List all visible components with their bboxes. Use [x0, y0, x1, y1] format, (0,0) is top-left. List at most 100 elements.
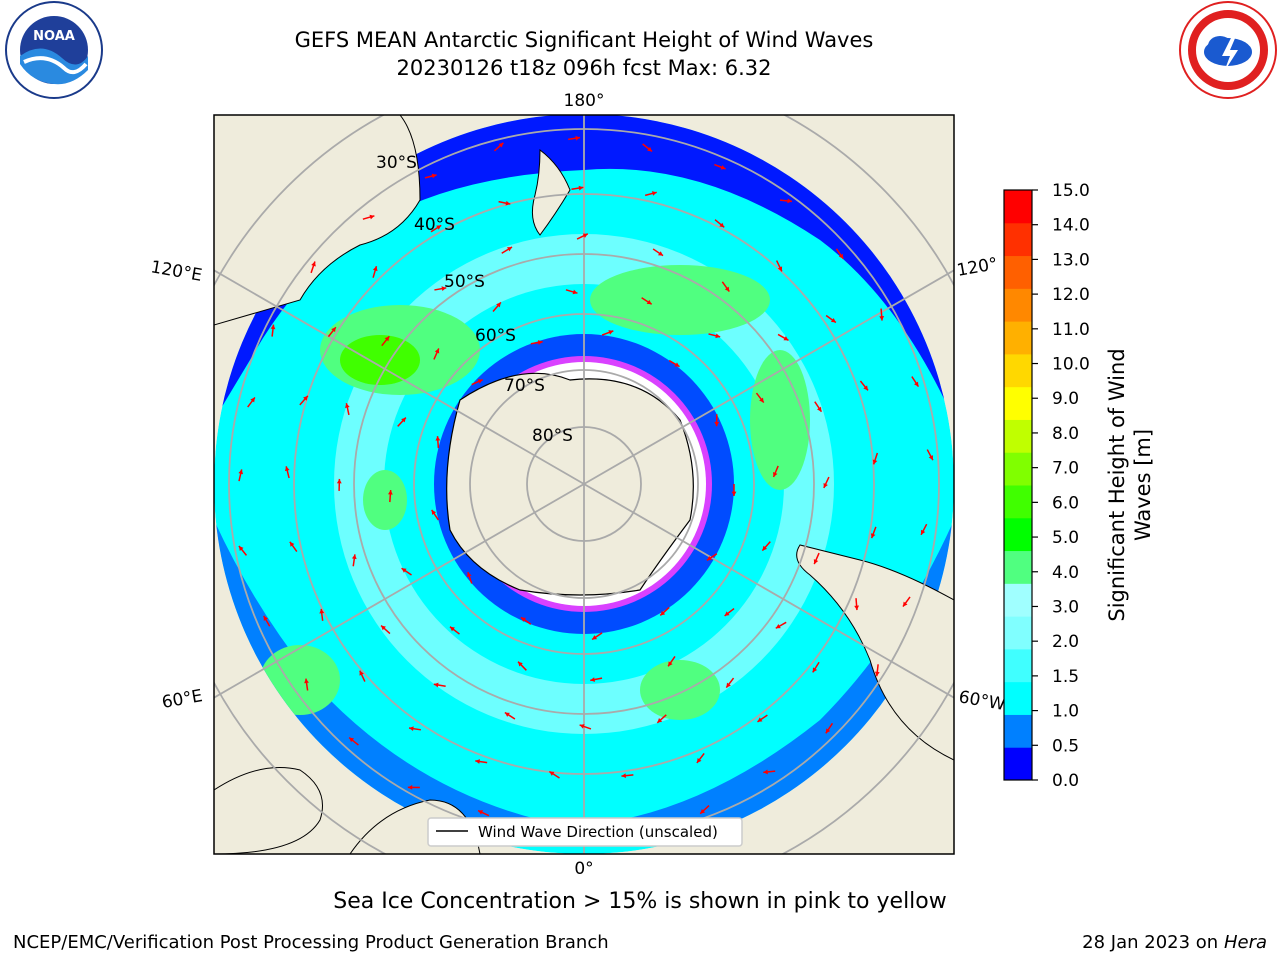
colorbar-swatch	[1004, 190, 1032, 224]
antarctica-landmass	[446, 372, 694, 596]
wave-arrow-head	[783, 336, 789, 341]
wave-arrow-head	[775, 624, 781, 629]
wave-arrow-head	[706, 555, 712, 561]
footer-machine: Hera	[1223, 932, 1267, 953]
colorbar-swatch	[1004, 747, 1032, 781]
colorbar-tick-label: 15.0	[1052, 181, 1090, 201]
wave-arrow-head	[879, 316, 885, 321]
wave-arrow-head	[825, 728, 831, 734]
sea-ice-note: Sea Ice Concentration > 15% is shown in …	[333, 889, 947, 914]
graticule	[214, 115, 954, 854]
wave-arrow-head	[646, 299, 652, 305]
wave-arrow-head	[928, 455, 933, 461]
wave-arrow-head	[436, 225, 442, 230]
wave-arrow-head	[660, 610, 666, 616]
wave-arrow-head	[381, 625, 386, 631]
colorbar-tick-label: 2.0	[1052, 632, 1079, 652]
wave-arrow-head	[549, 771, 555, 776]
wave-arrow-head	[359, 670, 364, 676]
wave-arrow-head	[311, 261, 316, 267]
colorbar-tick-label: 13.0	[1052, 250, 1090, 270]
colorbar-tick-label: 14.0	[1052, 216, 1090, 236]
colorbar-swatch	[1004, 648, 1032, 683]
map-frame	[213, 114, 955, 855]
wave-arrow-head	[401, 568, 407, 573]
wave-arrow-head	[724, 611, 730, 616]
wave-arrow-head	[621, 773, 627, 779]
colorbar-tick-label: 7.0	[1052, 459, 1079, 479]
colorbar-swatch	[1004, 485, 1032, 519]
wave-arrow-head	[720, 165, 726, 170]
colorbar-tick-label: 1.0	[1052, 702, 1079, 722]
wave-arrow-head	[496, 302, 501, 308]
colorbar-tick-label: 0.0	[1052, 771, 1079, 791]
wave-arrow-head	[431, 173, 437, 179]
wave-arrow-head	[477, 379, 483, 384]
footer-date-text: 28 Jan 2023 on	[1082, 932, 1219, 953]
colorbar-swatch	[1004, 386, 1032, 420]
wave-arrow-head	[319, 608, 325, 614]
wave-arrow-head	[759, 397, 764, 403]
wave-arrow-head	[250, 397, 255, 403]
wave-arrow-head	[647, 146, 653, 152]
wave-arrow-head	[518, 661, 523, 667]
new-zealand-landmass	[531, 148, 571, 236]
wave-arrow-head	[863, 385, 868, 391]
wave-arrow-head	[409, 726, 414, 732]
wave-arrow-head	[724, 286, 730, 292]
wave-arrow-head	[478, 810, 484, 815]
colorbar-tick-label: 6.0	[1052, 493, 1079, 513]
wave-arrow-head	[700, 808, 706, 814]
lon-label-0: 0°	[574, 859, 593, 879]
wave-arrow-head	[344, 403, 350, 408]
wave-arrow-head	[726, 682, 731, 688]
wave-arrow-head	[384, 336, 390, 342]
wave-arrow-head	[372, 266, 378, 272]
colorbar-frame	[1003, 189, 1033, 781]
lon-label-120e: 120°E	[149, 257, 203, 286]
wave-arrow-head	[263, 615, 268, 621]
legend-box	[427, 817, 743, 847]
wave-arrow-head	[433, 682, 439, 688]
wave-arrow-head	[441, 286, 447, 291]
lat-label-50s: 50°S	[444, 272, 485, 292]
wave-arrow-head	[696, 758, 702, 763]
wave-arrow-head	[507, 247, 513, 252]
colorbar-swatch	[1004, 681, 1032, 715]
lon-label-60e: 60°E	[160, 686, 204, 713]
wave-arrow-head	[575, 135, 581, 141]
wave-arrow-head	[813, 559, 819, 565]
wave-arrow-head	[431, 509, 437, 515]
lon-label-180: 180°	[564, 91, 605, 111]
wave-arrow-head	[668, 661, 673, 667]
colorbar-swatch	[1004, 714, 1032, 748]
wave-arrow-head	[921, 529, 926, 535]
lon-label-120w: 120°	[955, 254, 999, 281]
colorbar: 0.0 0.5 1.0 1.5 2.0 3.0 4.0 5.0 6.0 7.0 8.0 9.0 10.0…	[1003, 181, 1090, 791]
chart-title: GEFS MEAN Antarctic Significant Height o…	[294, 28, 874, 52]
wave-arrow-head	[304, 678, 309, 684]
wave-arrow-head	[757, 717, 763, 722]
wave-arrow-head	[914, 381, 919, 387]
footer-credit: NCEP/EMC/Verification Post Processing Pr…	[13, 932, 609, 953]
wave-arrow-head	[435, 436, 441, 441]
colorbar-tick-label: 9.0	[1052, 389, 1079, 409]
wave-arrow-head	[874, 671, 880, 677]
lat-label-40s: 40°S	[414, 215, 455, 235]
lon-label-60w: 60°W	[957, 687, 1007, 715]
wave-arrow-head	[401, 417, 406, 423]
colorbar-label-line1: Significant Height of Wind	[1105, 348, 1129, 621]
wave-arrow-head	[520, 617, 526, 622]
australia-landmass	[214, 115, 421, 326]
wave-arrow-head	[592, 635, 598, 640]
wave-arrow-head	[351, 554, 357, 560]
wave-arrow-head	[812, 667, 818, 673]
colorbar-swatch	[1004, 321, 1032, 355]
wave-arrow-head	[590, 677, 596, 682]
wave-arrow-head	[714, 421, 720, 427]
wave-arrow-head	[498, 142, 504, 148]
wave-arrow-head	[284, 466, 290, 472]
wave-arrow-head	[449, 626, 455, 632]
wave-arrow-head	[505, 200, 511, 206]
colorbar-swatch	[1004, 419, 1032, 453]
